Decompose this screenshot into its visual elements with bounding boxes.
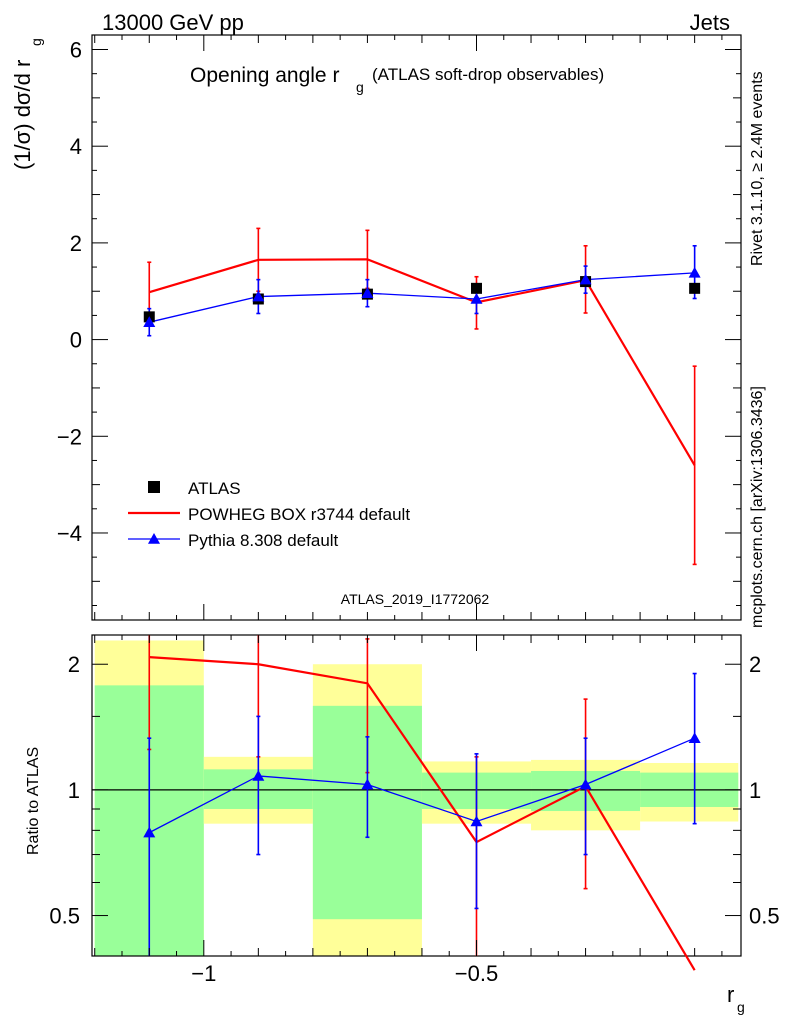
header-left: 13000 GeV pp bbox=[102, 10, 244, 35]
legend-atlas-label: ATLAS bbox=[188, 479, 241, 498]
atlas-marker-3 bbox=[470, 282, 482, 294]
ratio-pythia-marker-1 bbox=[252, 769, 265, 781]
title-main: Opening angle r bbox=[190, 64, 339, 87]
x-tick-label: −0.5 bbox=[455, 961, 498, 986]
main-ytick-label: −4 bbox=[57, 521, 82, 546]
main-ylabel: (1/σ) dσ/d r bbox=[10, 60, 35, 170]
analysis-id: ATLAS_2019_I1772062 bbox=[341, 591, 490, 607]
pythia-line bbox=[149, 272, 695, 323]
rivet-label: Rivet 3.1.10, ≥ 2.4M events bbox=[749, 71, 766, 266]
legend-pythia-marker bbox=[148, 533, 160, 544]
powheg-line bbox=[148, 258, 696, 466]
ratio-frame bbox=[91, 634, 742, 957]
ratio-ylabel: Ratio to ATLAS bbox=[25, 747, 42, 855]
main-ytick-label: −2 bbox=[57, 424, 82, 449]
ratio-ytick-label-left: 2 bbox=[68, 652, 80, 677]
legend: ATLAS POWHEG BOX r3744 default Pythia 8.30… bbox=[128, 479, 410, 550]
chart-title: Opening angle r bbox=[190, 64, 339, 87]
pythia-marker-1 bbox=[252, 290, 265, 302]
ratio-pythia-marker-5 bbox=[688, 732, 701, 743]
ratio-pythia-marker-0 bbox=[143, 826, 156, 838]
plot-frames bbox=[91, 34, 742, 957]
main-ytick-label: 6 bbox=[70, 38, 82, 63]
pythia-marker-3 bbox=[470, 292, 483, 304]
legend-pythia-label: Pythia 8.308 default bbox=[188, 531, 339, 550]
title-subscript: g bbox=[356, 79, 364, 95]
axes: −1 −0.5 −4 −2 0 2 4 6 0.5 0.5 1 1 2 2 bbox=[49, 35, 780, 986]
ratio-pythia-line bbox=[148, 737, 695, 834]
x-tick-label: −1 bbox=[191, 961, 216, 986]
main-frame bbox=[91, 34, 742, 621]
legend-atlas-marker bbox=[148, 481, 160, 493]
main-series bbox=[143, 227, 701, 566]
ratio-pythia-marker-4 bbox=[579, 778, 592, 790]
pythia-marker-5 bbox=[688, 266, 701, 278]
ratio-xlabel-sub: g bbox=[737, 999, 745, 1015]
ratio-series bbox=[143, 635, 701, 971]
pythia-marker-2 bbox=[361, 287, 374, 298]
main-ylabel-sub: g bbox=[28, 38, 44, 46]
legend-powheg-label: POWHEG BOX r3744 default bbox=[188, 505, 410, 524]
ratio-ytick-label-left: 0.5 bbox=[49, 904, 80, 929]
ratio-ytick-label-left: 1 bbox=[68, 778, 80, 803]
ratio-pythia-marker-3 bbox=[470, 815, 483, 827]
ratio-pythia-marker-2 bbox=[361, 778, 374, 790]
ratio-xlabel: r bbox=[727, 982, 734, 1007]
ratio-ytick-label-right: 1 bbox=[749, 778, 761, 803]
main-ytick-label: 2 bbox=[70, 231, 82, 256]
main-ytick-label: 4 bbox=[70, 134, 82, 159]
header-right: Jets bbox=[690, 10, 730, 35]
title-suffix: (ATLAS soft-drop observables) bbox=[372, 65, 604, 84]
ratio-bands bbox=[94, 640, 739, 956]
atlas-marker-5 bbox=[689, 282, 701, 294]
main-ytick-label: 0 bbox=[70, 328, 82, 353]
pythia-marker-4 bbox=[579, 273, 592, 285]
pythia-marker-0 bbox=[143, 316, 156, 327]
ratio-powheg-line bbox=[149, 656, 696, 971]
mcplots-label: mcplots.cern.ch [arXiv:1306.3436] bbox=[749, 386, 766, 628]
ratio-ytick-label-right: 2 bbox=[749, 652, 761, 677]
ratio-ytick-label-right: 0.5 bbox=[749, 904, 780, 929]
